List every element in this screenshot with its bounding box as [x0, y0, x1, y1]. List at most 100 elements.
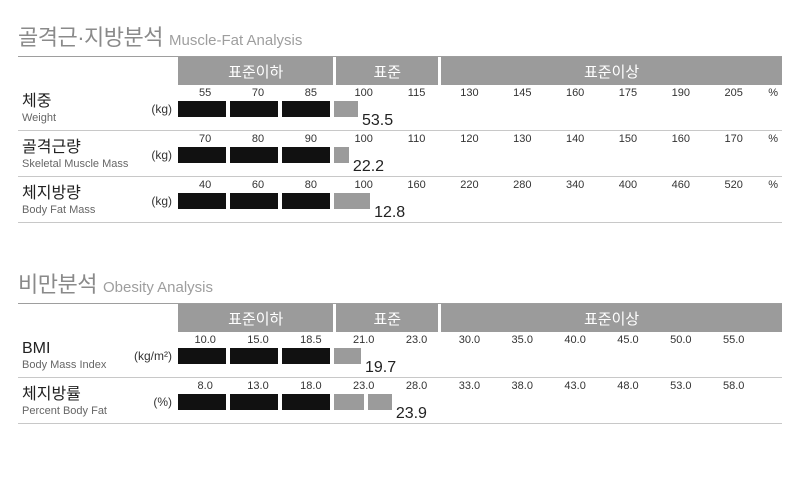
bar-segment	[282, 348, 330, 364]
bar-segment	[178, 147, 226, 163]
metric-row: 체지방률Percent Body Fat(%)8.013.018.023.028…	[18, 378, 782, 424]
tick-label: 160	[407, 179, 425, 191]
tick-label: 43.0	[564, 380, 585, 392]
section-title: 골격근·지방분석Muscle-Fat Analysis	[18, 20, 782, 57]
metric-label-en: Percent Body Fat	[22, 405, 172, 417]
metric-chart: 708090100110120130140150160170%22.2	[178, 131, 782, 176]
zone-label: 표준이상	[441, 57, 782, 85]
zone-header-row: 표준이하표준표준이상	[18, 57, 782, 85]
bar-segment	[230, 394, 278, 410]
bar-segment	[334, 348, 361, 364]
bar-segment	[282, 147, 330, 163]
metric-value: 22.2	[353, 158, 384, 176]
tick-label: 10.0	[194, 334, 215, 346]
bar-segment	[178, 193, 226, 209]
tick-row: 708090100110120130140150160170%	[178, 133, 782, 147]
tick-label: 160	[566, 87, 584, 99]
tick-label: 205	[724, 87, 742, 99]
zone-label: 표준	[336, 304, 438, 332]
metric-row: BMIBody Mass Index(kg/m²) 10.0 15.0 18.5 21.…	[18, 332, 782, 378]
tick-label: 38.0	[512, 380, 533, 392]
metric-chart: 8.013.018.023.028.033.038.043.048.053.05…	[178, 378, 782, 423]
zone-header-row: 표준이하표준표준이상	[18, 304, 782, 332]
tick-label: 60	[252, 179, 264, 191]
bar-segment	[334, 101, 358, 117]
metric-label-ko: 골격근량	[22, 139, 172, 157]
tick-label: 115	[408, 87, 426, 99]
tick-label: 460	[672, 179, 690, 191]
metric-label-en: Skeletal Muscle Mass	[22, 158, 172, 170]
metric-label: 체지방량Body Fat Mass(kg)	[18, 177, 178, 222]
bar-segment	[334, 147, 349, 163]
tick-label: 160	[672, 133, 690, 145]
section-title-ko: 골격근·지방분석	[18, 25, 163, 50]
percent-suffix: %	[768, 133, 778, 145]
metric-value: 19.7	[365, 359, 396, 377]
bar-segment	[230, 348, 278, 364]
tick-label: 23.0	[406, 334, 427, 346]
zone-header: 표준이하표준표준이상	[178, 304, 782, 332]
tick-label: 170	[724, 133, 742, 145]
bar-segment	[178, 101, 226, 117]
bar-segment	[282, 394, 330, 410]
bar-segment	[230, 147, 278, 163]
tick-row: 10.015.018.521.023.030.035.040.045.050.0…	[178, 334, 782, 348]
tick-label: 130	[513, 133, 531, 145]
tick-label: 53.0	[670, 380, 691, 392]
zone-header: 표준이하표준표준이상	[178, 57, 782, 85]
tick-label: 55	[199, 87, 211, 99]
tick-label: 110	[408, 133, 426, 145]
bar-segment	[334, 394, 364, 410]
tick-row: 8.013.018.023.028.033.038.043.048.053.05…	[178, 380, 782, 394]
bar-segment	[368, 394, 392, 410]
tick-label: 45.0	[617, 334, 638, 346]
tick-label: 23.0	[353, 380, 374, 392]
zone-label: 표준이상	[441, 304, 782, 332]
tick-label: 100	[355, 87, 373, 99]
zone-label: 표준이하	[178, 57, 333, 85]
bar-segment	[334, 193, 370, 209]
bar-track: 12.8	[178, 193, 782, 209]
tick-label: 80	[305, 179, 317, 191]
bar-segment	[282, 101, 330, 117]
tick-label: 8.0	[198, 380, 213, 392]
tick-label: 145	[513, 87, 531, 99]
zone-label: 표준	[336, 57, 438, 85]
bar-segment	[230, 101, 278, 117]
tick-label: 280	[513, 179, 531, 191]
tick-label: 190	[672, 87, 690, 99]
tick-label: 40	[199, 179, 211, 191]
metric-label: 골격근량Skeletal Muscle Mass(kg)	[18, 131, 178, 176]
tick-label: 220	[460, 179, 478, 191]
section-title-ko: 비만분석	[18, 272, 97, 297]
metric-row: 골격근량Skeletal Muscle Mass(kg)708090100110…	[18, 131, 782, 177]
metric-label-en: Body Fat Mass	[22, 204, 172, 216]
tick-label: 50.0	[670, 334, 691, 346]
tick-label: 100	[355, 133, 373, 145]
bar-segment	[178, 348, 226, 364]
metric-label-ko: 체지방률	[22, 386, 172, 404]
metric-label: 체지방률Percent Body Fat(%)	[18, 378, 178, 423]
tick-label: 70	[199, 133, 211, 145]
zone-label: 표준이하	[178, 304, 333, 332]
bar-track: 19.7	[178, 348, 782, 364]
tick-label: 400	[619, 179, 637, 191]
tick-label: 15.0	[247, 334, 268, 346]
metric-unit: (kg)	[151, 102, 172, 116]
tick-label: 130	[460, 87, 478, 99]
tick-label: 18.5	[300, 334, 321, 346]
tick-label: 21.0	[353, 334, 374, 346]
tick-label: 140	[566, 133, 584, 145]
section-title-en: Obesity Analysis	[103, 279, 213, 296]
header-spacer	[18, 57, 178, 85]
tick-label: 55.0	[723, 334, 744, 346]
tick-label: 340	[566, 179, 584, 191]
metric-unit: (kg)	[151, 194, 172, 208]
header-spacer	[18, 304, 178, 332]
metric-label: BMIBody Mass Index(kg/m²)	[18, 332, 178, 377]
bar-segment	[282, 193, 330, 209]
tick-label: 120	[460, 133, 478, 145]
metric-unit: (%)	[153, 395, 172, 409]
metric-unit: (kg/m²)	[134, 349, 172, 363]
section-title: 비만분석 Obesity Analysis	[18, 267, 782, 304]
